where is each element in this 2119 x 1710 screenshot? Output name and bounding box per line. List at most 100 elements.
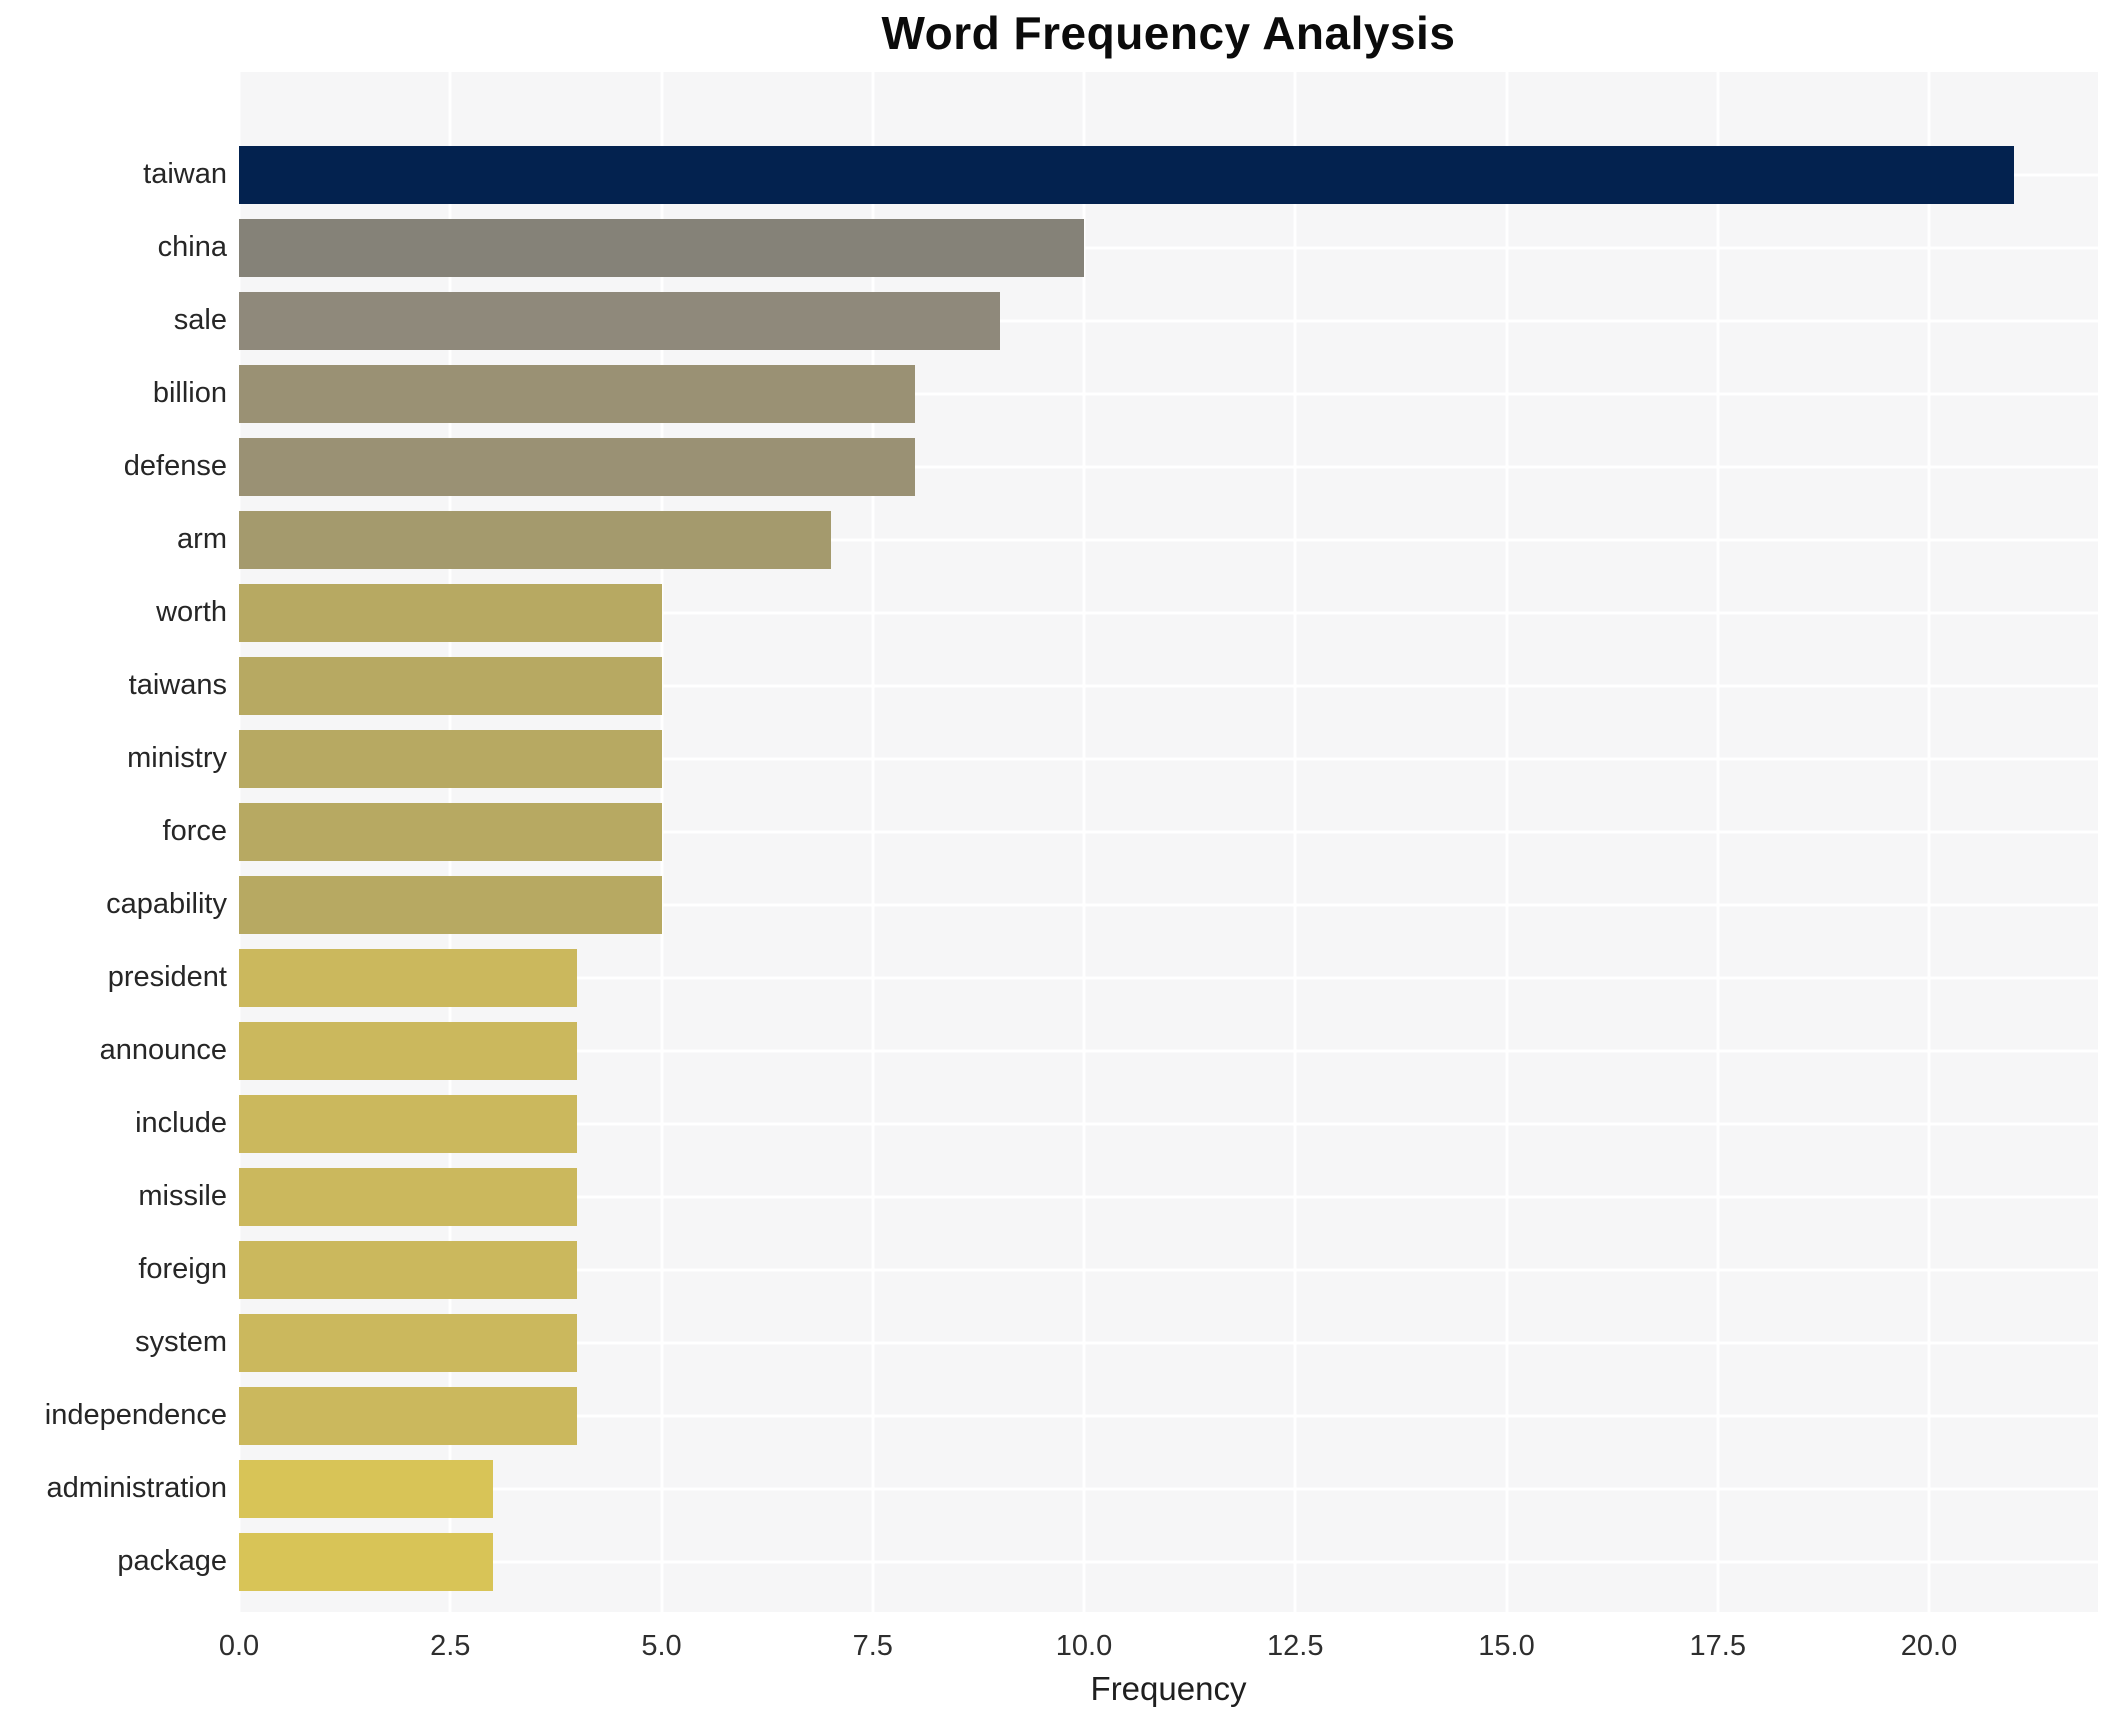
frequency-bar [239, 510, 831, 569]
bar-row: foreign [0, 1233, 2098, 1306]
x-tick-label: 15.0 [1478, 1630, 1535, 1662]
x-tick-label: 7.5 [852, 1630, 893, 1662]
x-tick-label: 2.5 [430, 1630, 471, 1662]
category-label: missile [138, 1180, 227, 1212]
horizontal-gridline [239, 1122, 2098, 1125]
frequency-bar [239, 1532, 493, 1591]
horizontal-gridline [239, 757, 2098, 760]
bar-track [239, 1233, 2098, 1306]
bar-track [239, 1160, 2098, 1233]
vertical-gridline [660, 72, 663, 1612]
bar-track [239, 649, 2098, 722]
bar-row: package [0, 1525, 2098, 1598]
horizontal-gridline [239, 1268, 2098, 1271]
bar-track [239, 868, 2098, 941]
bar-track [239, 357, 2098, 430]
chart-title: Word Frequency Analysis [881, 7, 1456, 59]
category-label: ministry [127, 742, 227, 774]
frequency-bar [239, 1459, 493, 1518]
bar-track [239, 138, 2098, 211]
horizontal-gridline [239, 903, 2098, 906]
category-label: include [135, 1107, 227, 1139]
bar-row: missile [0, 1160, 2098, 1233]
category-label: worth [156, 596, 227, 628]
bar-track [239, 576, 2098, 649]
horizontal-gridline [239, 319, 2098, 322]
horizontal-gridline [239, 1560, 2098, 1563]
vertical-gridline [1716, 72, 1720, 1612]
frequency-bar [239, 1313, 577, 1372]
bar-track [239, 430, 2098, 503]
bar-row: billion [0, 357, 2098, 430]
bar-track [239, 1452, 2098, 1525]
bar-track [239, 1525, 2098, 1598]
horizontal-gridline [239, 1195, 2098, 1198]
category-label: arm [177, 523, 227, 555]
frequency-bar [239, 291, 1000, 350]
vertical-gridline [1082, 72, 1086, 1612]
category-label: administration [46, 1472, 227, 1504]
bar-row: taiwans [0, 649, 2098, 722]
horizontal-gridline [239, 1414, 2098, 1417]
frequency-bar [239, 1167, 577, 1226]
horizontal-gridline [239, 976, 2098, 979]
category-label: president [107, 961, 227, 993]
vertical-gridline [1505, 72, 1508, 1612]
frequency-bar [239, 218, 1084, 277]
bar-row: taiwan [0, 138, 2098, 211]
bar-row: administration [0, 1452, 2098, 1525]
bar-row: worth [0, 576, 2098, 649]
bar-row: force [0, 795, 2098, 868]
category-label: china [157, 231, 227, 263]
x-tick-label: 20.0 [1900, 1630, 1958, 1662]
category-label: independence [44, 1399, 227, 1431]
horizontal-gridline [239, 1049, 2098, 1052]
frequency-bar [239, 802, 662, 861]
category-label: force [162, 815, 227, 847]
x-tick-label: 12.5 [1267, 1630, 1324, 1662]
bar-row: china [0, 211, 2098, 284]
frequency-bar [239, 1386, 577, 1445]
frequency-bar [239, 437, 915, 496]
bar-row: sale [0, 284, 2098, 357]
category-label: billion [152, 377, 227, 409]
frequency-bar [239, 583, 662, 642]
horizontal-gridline [239, 1341, 2098, 1344]
bar-row: defense [0, 430, 2098, 503]
bar-row: system [0, 1306, 2098, 1379]
x-tick-label: 0.0 [218, 1630, 260, 1662]
bar-rows: taiwan china sale billion defense arm worth tai… [0, 138, 2098, 1598]
frequency-bar [239, 145, 2014, 204]
bar-track [239, 795, 2098, 868]
category-label: capability [106, 888, 227, 920]
bar-row: independence [0, 1379, 2098, 1452]
bar-track [239, 284, 2098, 357]
frequency-bar [239, 656, 662, 715]
category-label: sale [173, 304, 227, 336]
category-label: system [135, 1326, 227, 1358]
category-label: package [117, 1545, 227, 1577]
vertical-gridline [1293, 72, 1297, 1612]
vertical-gridline [1927, 72, 1931, 1612]
bar-row: include [0, 1087, 2098, 1160]
horizontal-gridline [239, 392, 2098, 395]
vertical-gridline [871, 72, 875, 1612]
horizontal-gridline [239, 465, 2098, 468]
frequency-bar [239, 875, 662, 934]
bar-row: announce [0, 1014, 2098, 1087]
category-label: defense [123, 450, 227, 482]
bar-track [239, 1306, 2098, 1379]
bar-track [239, 1087, 2098, 1160]
x-tick-label: 5.0 [641, 1630, 682, 1662]
frequency-bar [239, 729, 662, 788]
x-axis-label: Frequency [1090, 1670, 1247, 1707]
category-label: taiwans [128, 669, 227, 701]
x-tick-label: 17.5 [1689, 1630, 1746, 1662]
category-label: announce [99, 1034, 227, 1066]
bar-track [239, 1379, 2098, 1452]
frequency-bar [239, 364, 915, 423]
category-label: taiwan [143, 158, 227, 190]
horizontal-gridline [239, 611, 2098, 614]
bar-track [239, 503, 2098, 576]
